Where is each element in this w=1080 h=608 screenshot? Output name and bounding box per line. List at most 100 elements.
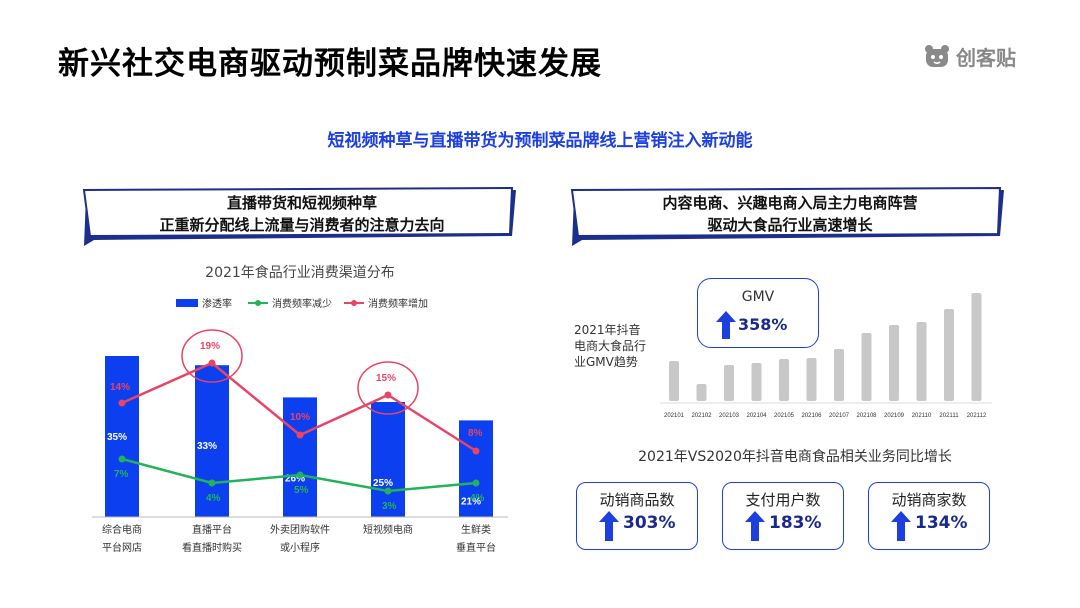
stat-card-value: 134% [915, 513, 968, 533]
left-callout-line2: 正重新分配线上流量与消费者的注意力去向 [159, 216, 445, 234]
gmv-x-tick-label: 202108 [856, 413, 877, 419]
decrease-label: 5% [294, 485, 309, 496]
increase-label: 10% [290, 412, 310, 423]
legend-label: 渗透率 [202, 297, 232, 310]
decrease-point [208, 479, 216, 487]
gmv-bar [889, 325, 899, 401]
up-arrow-icon [745, 511, 765, 541]
gmv-x-tick-label: 202110 [912, 413, 932, 419]
up-arrow-icon [891, 511, 911, 541]
gmv-side-label-line: 电商大食品行 [574, 339, 647, 353]
legend-swatch-dot [351, 300, 357, 306]
gmv-bar [916, 322, 927, 401]
right-callout-line2: 驱动大食品行业高速增长 [707, 216, 873, 234]
increase-point [296, 431, 304, 439]
gmv-side-label-line: 2021年抖音 [574, 323, 641, 337]
category-label: 生鲜类 [461, 523, 491, 536]
increase-point [118, 399, 126, 407]
gmv-card-value: 358% [738, 315, 788, 334]
category-label: 或小程序 [280, 541, 320, 554]
gmv-x-tick-label: 202109 [884, 413, 905, 419]
bar-value-label: 26% [285, 473, 305, 484]
gmv-bar [834, 349, 844, 401]
category-label: 外卖团购软件 [270, 523, 330, 536]
category-label: 综合电商 [102, 523, 142, 536]
decrease-label: 4% [470, 493, 485, 504]
up-arrow-icon [716, 311, 736, 339]
stat-card-value: 183% [769, 513, 822, 533]
legend-label: 消费频率增加 [368, 297, 428, 310]
highlight-circle [357, 361, 419, 415]
gmv-bar [696, 384, 707, 401]
category-label: 直播平台 [192, 523, 232, 536]
stat-card-value: 303% [623, 513, 676, 533]
bear-face-icon [925, 44, 949, 67]
stat-card-label: 支付用户数 [745, 491, 821, 509]
increase-label: 15% [376, 373, 396, 384]
page-title: 新兴社交电商驱动预制菜品牌快速发展 [58, 46, 602, 82]
gmv-bar [944, 309, 954, 401]
category-label: 垂直平台 [456, 541, 496, 554]
bar [105, 356, 139, 517]
gmv-x-tick-label: 202107 [829, 413, 850, 419]
gmv-bar [724, 365, 734, 401]
gmv-side-label: 2021年抖音 电商大食品行 业GMV趋势 [574, 322, 646, 370]
left-callout-line1: 直播带货和短视频种草 [226, 194, 377, 212]
subtitle: 短视频种草与直播带货为预制菜品牌线上营销注入新动能 [327, 131, 753, 151]
channel-distribution-chart: 渗透率 消费频率减少 消费频率增加 35% 33% 26% 25% 21% 14% 19% 10% 1… [92, 297, 508, 554]
gmv-bar [971, 293, 982, 401]
gmv-x-tick-label: 202103 [719, 413, 740, 419]
stat-card-label: 动销商品数 [599, 491, 675, 509]
decrease-point [384, 487, 392, 495]
gmv-x-tick-label: 202101 [664, 413, 685, 419]
decrease-point [296, 471, 304, 479]
increase-label: 19% [200, 341, 220, 352]
decrease-point [472, 479, 480, 487]
gmv-x-tick-label: 202105 [774, 413, 795, 419]
up-arrow-icon [599, 511, 619, 541]
bar [371, 402, 405, 517]
legend-label: 消费频率减少 [272, 297, 332, 310]
gmv-x-tick-label: 202112 [967, 413, 987, 419]
gmv-bar [669, 361, 679, 401]
increase-label: 8% [468, 428, 483, 439]
brand-logo: 创客贴 [924, 42, 1016, 71]
gmv-bar [861, 333, 872, 401]
bar-value-label: 25% [373, 478, 393, 489]
left-callout: 直播带货和短视频种草 正重新分配线上流量与消费者的注意力去向 [82, 186, 522, 250]
gmv-card-label: GMV [741, 289, 775, 305]
category-label: 看直播时购买 [182, 541, 242, 554]
stat-card-label: 动销商家数 [891, 491, 967, 509]
gmv-card: GMV 358% [697, 278, 819, 348]
bar [459, 420, 493, 517]
bar-value-label: 35% [107, 432, 127, 443]
gmv-x-tick-label: 202106 [801, 413, 822, 419]
legend-swatch-dot [255, 300, 261, 306]
bar-value-label: 21% [461, 496, 481, 507]
gmv-bar [751, 363, 762, 401]
gmv-bar [806, 358, 817, 401]
gmv-side-label-line: 业GMV趋势 [574, 355, 638, 369]
decrease-point [118, 455, 126, 463]
yoy-title: 2021年VS2020年抖音电商食品相关业务同比增长 [638, 449, 952, 465]
increase-point [208, 359, 216, 367]
increase-point [384, 391, 392, 399]
bar [283, 397, 317, 517]
decrease-label: 3% [382, 501, 397, 512]
category-label: 短视频电商 [363, 523, 413, 536]
gmv-x-tick-label: 202111 [939, 413, 959, 419]
gmv-bar [779, 359, 789, 401]
legend-swatch-bar [176, 299, 198, 307]
increase-label: 14% [110, 382, 130, 393]
right-callout-line1: 内容电商、兴趣电商入局主力电商阵营 [662, 194, 918, 212]
category-label: 平台网店 [102, 541, 142, 554]
gmv-x-tick-label: 202102 [691, 413, 712, 419]
bar [195, 365, 229, 517]
highlight-circle [181, 329, 243, 383]
right-callout: 内容电商、兴趣电商入局主力电商阵营 驱动大食品行业高速增长 [570, 186, 1010, 250]
chart-title: 2021年食品行业消费渠道分布 [205, 265, 395, 281]
stat-card-products: 动销商品数 303% [576, 482, 698, 550]
bar-value-label: 33% [197, 441, 217, 452]
decrease-label: 4% [206, 493, 221, 504]
